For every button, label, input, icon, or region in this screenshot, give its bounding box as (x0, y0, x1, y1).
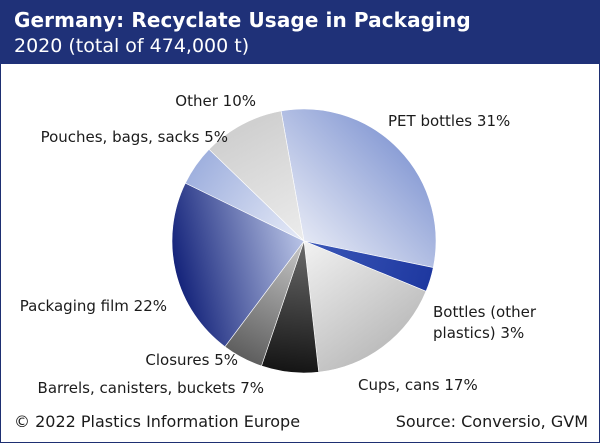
pie-slice-2 (303, 240, 427, 373)
slice-label-6: Pouches, bags, sacks 5% (41, 128, 228, 146)
slice-label-1: Bottles (other plastics) 3% (433, 303, 537, 342)
slice-label-5: Packaging film 22% (20, 297, 167, 315)
pie-labels: PET bottles 31% Bottles (other plastics) 3… (20, 92, 537, 397)
pie-slice-0 (280, 108, 437, 268)
slice-label-4: Closures 5% (145, 351, 238, 369)
slice-label-2: Cups, cans 17% (358, 376, 478, 394)
pie-chart: PET bottles 31% Bottles (other plastics) 3… (20, 92, 537, 397)
slice-label-0: PET bottles 31% (388, 112, 510, 130)
pie-slice-7 (208, 110, 305, 242)
pie-slices (171, 108, 437, 374)
chart-header: Germany: Recyclate Usage in Packaging 20… (0, 0, 600, 64)
chart-title: Germany: Recyclate Usage in Packaging (14, 8, 471, 32)
source-text: Source: Conversio, GVM (395, 412, 588, 431)
copyright-text: © 2022 Plastics Information Europe (14, 412, 301, 431)
chart-subtitle: 2020 (total of 474,000 t) (14, 35, 250, 57)
pie-slice-5 (171, 182, 305, 348)
slice-label-3: Barrels, canisters, buckets 7% (38, 379, 264, 397)
slice-label-7: Other 10% (175, 92, 256, 110)
